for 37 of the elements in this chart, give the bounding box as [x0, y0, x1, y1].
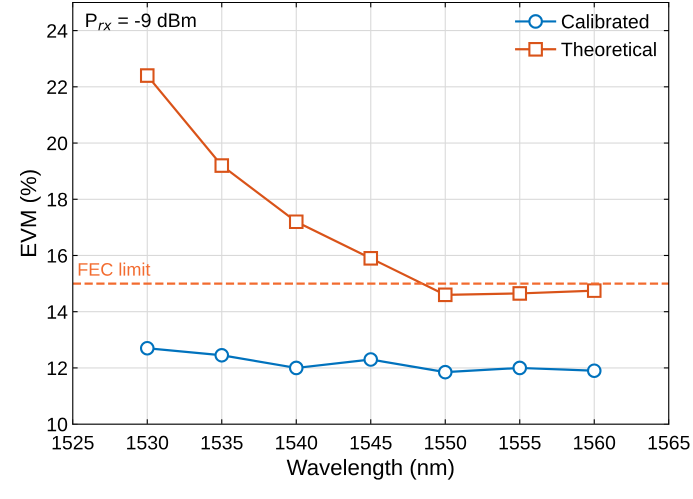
x-tick-label: 1530 — [127, 436, 168, 450]
point — [214, 158, 230, 173]
ref-line-label: FEC limit — [78, 262, 150, 276]
point — [512, 360, 528, 376]
point — [438, 288, 453, 302]
point — [140, 340, 155, 356]
x-tick-label: 1565 — [648, 436, 690, 450]
point — [512, 286, 528, 301]
y-tick-label: 20 — [47, 136, 68, 150]
point — [140, 68, 155, 83]
x-tick-label: 1540 — [276, 436, 318, 450]
x-tick-label: 1560 — [574, 436, 616, 450]
x-tick-label: 1550 — [425, 436, 466, 450]
y-tick-label: 12 — [48, 361, 67, 375]
legend-label: Theoretical — [561, 42, 656, 56]
point — [288, 360, 304, 376]
y-tick-label: 14 — [48, 305, 68, 319]
point — [214, 348, 230, 363]
annotation: P$_{rx}$ = -9 dBm — [86, 12, 196, 30]
point — [438, 364, 453, 380]
point — [586, 283, 602, 298]
x-tick-label: 1525 — [52, 436, 94, 450]
point — [288, 214, 304, 230]
x-tick-label: 1555 — [500, 436, 541, 450]
x-tick-label: 1545 — [350, 436, 392, 450]
point — [586, 363, 602, 378]
y-tick-label: 16 — [48, 248, 68, 263]
point — [363, 352, 378, 367]
y-tick-label: 24 — [47, 24, 68, 38]
x-axis-title: Wavelength (nm) — [286, 458, 454, 480]
point — [363, 251, 378, 266]
y-axis-title: EVM (%) — [20, 170, 41, 256]
y-tick-label: 22 — [47, 80, 67, 94]
y-tick-label: 18 — [48, 192, 68, 207]
x-tick-label: 1535 — [202, 436, 243, 450]
legend-label: Calibrated — [562, 14, 648, 28]
y-tick-label: 10 — [48, 418, 68, 432]
